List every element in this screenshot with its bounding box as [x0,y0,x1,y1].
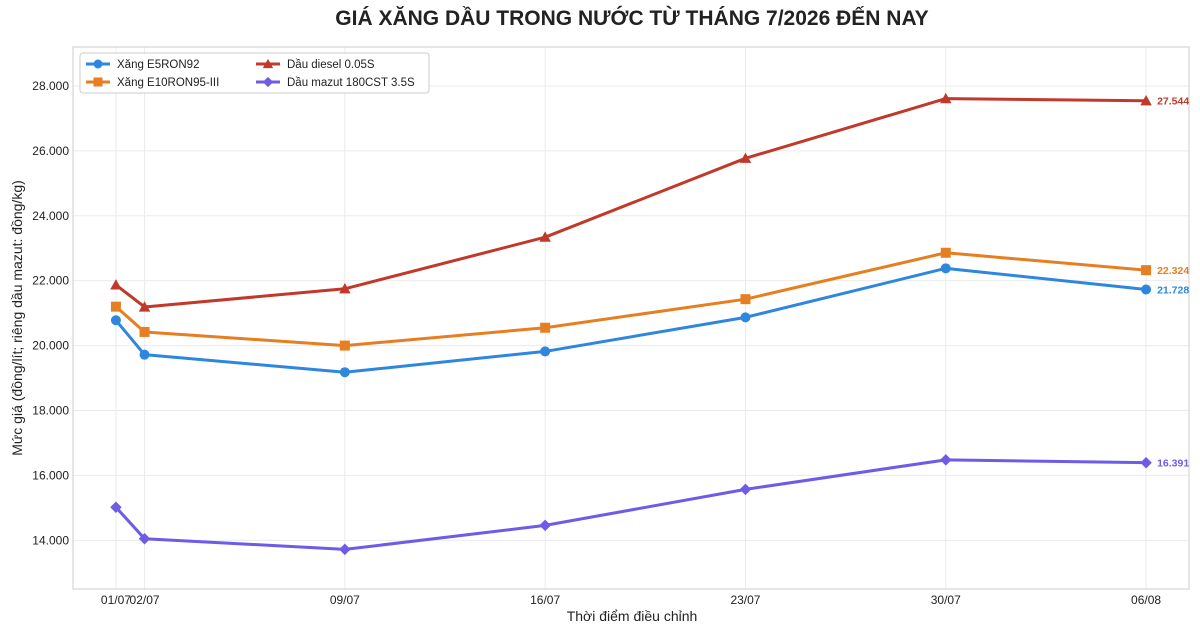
chart-title: GIÁ XĂNG DẦU TRONG NƯỚC TỪ THÁNG 7/2026 … [335,6,928,30]
data-point [740,312,751,323]
data-point [739,152,752,163]
y-tick-label: 24.000 [32,209,69,223]
x-tick-label: 30/07 [931,593,961,607]
y-tick-label: 28.000 [32,79,69,93]
data-point [1140,94,1152,106]
series-lines [110,92,1152,556]
data-point [339,283,351,294]
x-tick-label: 06/08 [1131,593,1161,607]
x-tick-label: 23/07 [730,593,760,607]
data-point [1141,284,1152,295]
legend-item: Dầu mazut 180CST 3.5S [256,76,415,89]
end-value-label: 16.391 [1157,458,1189,470]
series-line [114,458,1147,551]
series-1 [110,263,1152,378]
data-point [539,231,551,242]
data-point [540,346,551,357]
series-line [114,251,1147,348]
data-point [539,519,551,532]
x-tick-label: 01/07 [101,593,131,607]
end-value-label: 21.728 [1157,285,1189,297]
data-point [940,92,952,104]
series-3 [110,92,1152,312]
end-value-label: 27.544 [1157,96,1189,108]
data-point [138,301,151,312]
x-tick-label: 09/07 [330,593,360,607]
data-point [339,367,350,378]
data-point [740,294,751,305]
legend: Xăng E5RON92 Xăng E10RON95-III Dầu diesel … [79,52,430,94]
data-point [110,301,121,312]
series-line [114,266,1147,374]
legend-marker [262,76,274,88]
y-tick-label: 16.000 [32,468,69,482]
series-line [115,97,1147,309]
end-value-label: 22.324 [1157,265,1189,277]
data-point [1141,265,1152,276]
x-axis-label: Thời điểm điều chỉnh [567,608,698,624]
series-2 [110,247,1152,351]
data-point [139,349,150,360]
legend-marker [93,77,103,87]
data-point [540,322,551,333]
data-point [138,532,151,545]
y-tick-label: 22.000 [32,274,69,288]
data-point [139,326,150,337]
data-point [940,263,951,274]
legend-item: Xăng E10RON95-III [86,77,219,89]
legend-box [79,52,430,94]
data-point [339,543,351,556]
data-point [1140,456,1152,469]
data-point [110,315,121,326]
data-point [110,279,122,290]
grid [73,47,1189,589]
legend-label: Xăng E10RON95-III [117,77,219,89]
data-point [940,247,951,258]
y-axis-label: Mức giá (đồng/lít; riêng dầu mazut: đồng… [9,180,25,456]
y-tick-label: 20.000 [32,339,69,353]
y-tick-label: 14.000 [32,533,69,547]
data-point [339,340,350,351]
legend-label: Dầu mazut 180CST 3.5S [287,77,415,89]
legend-marker [93,59,103,69]
data-point [110,501,122,513]
end-labels: 21.728 22.324 27.544 16.391 [1157,96,1189,470]
data-point [739,483,752,496]
y-axis-ticks: 14.000 16.000 18.000 20.000 22.000 24.000 26.0… [32,79,69,547]
legend-label: Dầu diesel 0.05S [287,59,375,71]
legend-item: Dầu diesel 0.05S [256,58,375,71]
plot-area [72,46,1190,590]
legend-item: Xăng E5RON92 [86,59,199,71]
legend-marker [262,58,274,69]
legend-label: Xăng E5RON92 [117,59,199,71]
series-4 [110,454,1152,556]
x-tick-label: 16/07 [530,593,560,607]
y-tick-label: 18.000 [32,403,69,417]
x-tick-label: 02/07 [130,593,160,607]
y-tick-label: 26.000 [32,144,69,158]
data-point [940,454,952,466]
